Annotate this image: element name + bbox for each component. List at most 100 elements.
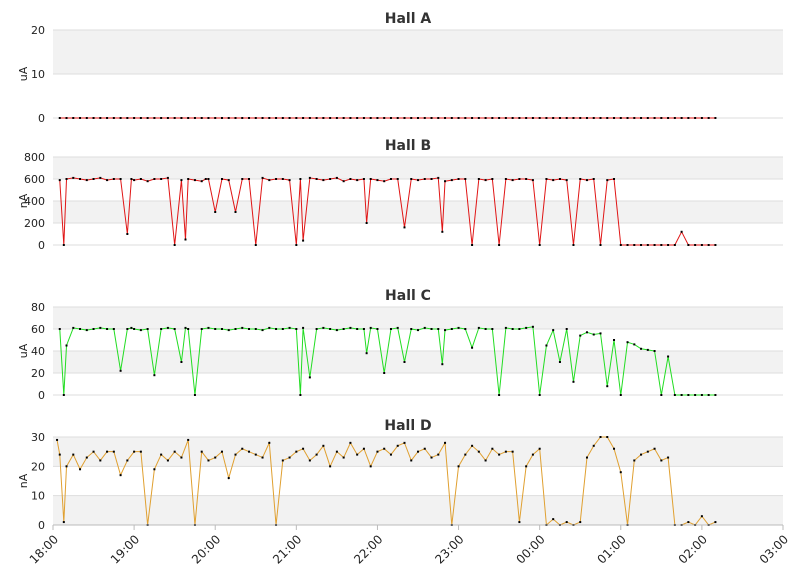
hall-b-data-point — [619, 244, 622, 246]
hall-b-data-point — [193, 179, 196, 182]
hall-a-data-point — [302, 117, 305, 119]
hall-c-data-point — [680, 394, 683, 396]
hall-d-data-point — [430, 456, 433, 459]
hall-a-data-point — [193, 117, 196, 119]
hall-b-data-point — [714, 244, 717, 246]
hall-a-data-point — [653, 117, 656, 119]
hall-c-data-point — [349, 326, 352, 329]
hall-a-data-point — [518, 117, 521, 119]
hall-b-data-point — [707, 244, 710, 246]
hall-b-data-point — [58, 179, 61, 182]
hall-d-data-point — [126, 459, 129, 462]
hall-d-data-point — [606, 436, 609, 438]
hall-b-data-point — [322, 179, 325, 182]
hall-c-data-point — [450, 328, 453, 330]
hall-c-data-point — [531, 325, 534, 328]
hall-c-data-point — [58, 328, 61, 330]
hall-d-data-point — [254, 453, 257, 456]
hall-a-data-point — [403, 117, 406, 119]
hall-b-bands — [53, 156, 783, 246]
hall-b-yticks: 0 200 400 600 800 — [24, 151, 45, 252]
hall-a-data-point — [633, 117, 636, 119]
hall-c-data-point — [234, 328, 237, 330]
hall-d-ytick-label: 10 — [31, 490, 45, 503]
hall-c-data-point — [173, 328, 176, 330]
hall-a-data-point — [92, 117, 95, 119]
hall-b-ytick-label: 800 — [24, 151, 45, 164]
hall-d-data-point — [369, 465, 372, 468]
hall-c-data-point — [599, 332, 602, 335]
hall-a-data-point — [626, 117, 629, 119]
hall-c-data-point — [464, 328, 467, 330]
x-tick-label: 19:00 — [108, 532, 142, 566]
hall-a-data-point — [545, 117, 548, 119]
hall-a-data-point — [335, 117, 338, 119]
hall-d-data-point — [72, 453, 75, 456]
hall-b-band — [53, 179, 783, 201]
hall-b-ytick-label: 200 — [24, 217, 45, 230]
hall-a-data-point — [214, 117, 217, 119]
hall-d-data-point — [531, 453, 534, 456]
hall-d-ylabel: nA — [17, 473, 30, 488]
hall-a-data-point — [308, 117, 311, 119]
hall-a-data-point — [133, 117, 136, 119]
hall-c-data-point — [241, 326, 244, 329]
hall-b-data-point — [184, 238, 187, 241]
hall-b-data-point — [299, 178, 302, 180]
hall-b-data-point — [180, 179, 183, 182]
hall-d-data-point — [160, 453, 163, 456]
hall-a-data-point — [160, 117, 163, 119]
hall-c-data-point — [383, 372, 386, 374]
hall-d-data-point — [538, 447, 541, 450]
hall-b-data-point — [640, 244, 643, 246]
hall-d-data-point — [329, 465, 332, 468]
hall-a-data-point — [592, 117, 595, 119]
hall-b-data-point — [65, 178, 68, 180]
hall-c-data-point — [130, 326, 133, 329]
hall-c-data-point — [184, 326, 187, 329]
hall-d-data-point — [599, 436, 602, 438]
hall-a-data-point — [241, 117, 244, 119]
hall-d-data-point — [640, 453, 643, 456]
hall-b-data-point — [220, 178, 223, 180]
hall-b-ylabel: nA — [17, 193, 30, 208]
hall-d-data-point — [173, 450, 176, 453]
hall-a-data-point — [112, 117, 115, 119]
hall-c-data-point — [99, 326, 102, 329]
x-tick-label: 20:00 — [189, 532, 223, 566]
hall-d-data-point — [396, 444, 399, 447]
hall-c-data-point — [545, 344, 548, 347]
hall-d-data-point — [565, 521, 568, 524]
hall-d-data-point — [389, 453, 392, 456]
hall-b-data-point — [281, 178, 284, 180]
hall-b-data-point — [383, 180, 386, 183]
hall-c-data-point — [180, 361, 183, 363]
hall-b-data-point — [126, 233, 129, 235]
hall-c-ylabel: uA — [17, 343, 30, 358]
hall-c-data-point — [444, 329, 447, 332]
hall-b-data-point — [430, 178, 433, 180]
hall-c-data-point — [646, 348, 649, 351]
hall-b-data-point — [518, 178, 521, 180]
hall-d-data-point — [423, 447, 426, 450]
hall-a-data-point — [106, 117, 109, 119]
hall-d-data-point — [180, 456, 183, 459]
hall-a-data-point — [687, 117, 690, 119]
hall-d-data-point — [99, 459, 102, 462]
hall-c-data-point — [403, 361, 406, 363]
hall-a-data-point — [538, 117, 541, 119]
hall-a-data-point — [619, 117, 622, 119]
hall-c-data-point — [133, 328, 136, 330]
hall-b-series — [58, 176, 717, 246]
hall-b-data-point — [538, 244, 541, 246]
hall-c-data-point — [491, 328, 494, 330]
hall-c-data-point — [572, 380, 575, 383]
hall-d-data-point — [62, 521, 65, 524]
hall-c-data-point — [146, 328, 149, 330]
hall-b-data-point — [234, 211, 237, 213]
hall-c-data-point — [660, 394, 663, 396]
hall-c-data-point — [365, 352, 368, 355]
hall-b-ytick-label: 600 — [24, 173, 45, 186]
hall-d-data-point — [464, 453, 467, 456]
